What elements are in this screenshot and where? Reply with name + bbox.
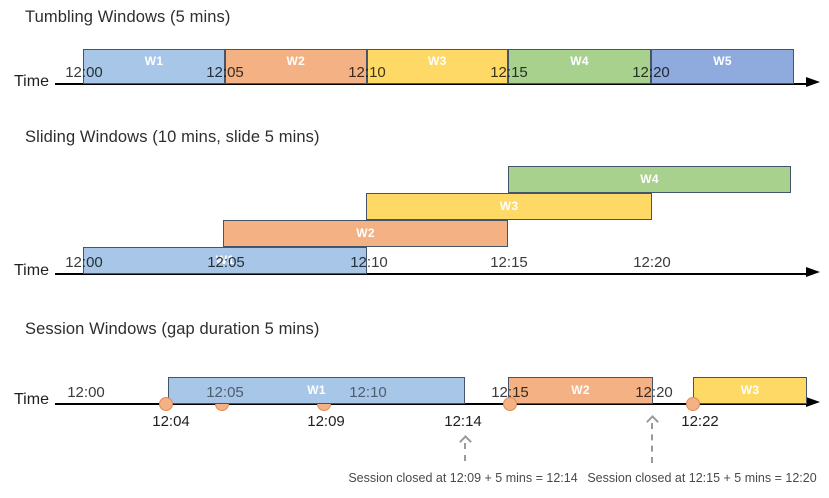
sliding-timeline-arrowhead-icon <box>806 267 820 277</box>
session-event-dot-1 <box>159 396 173 411</box>
tumbling-window-w1: W1 <box>83 49 225 84</box>
tumbling-tick-12-00: 12:00 <box>65 64 103 81</box>
session-event-dot-4 <box>503 396 517 411</box>
session-callout-dashed-line-2 <box>651 423 653 463</box>
sliding-window-label-w1: W1 <box>215 253 235 267</box>
session-callout-text-2: Session closed at 12:15 + 5 mins = 12:20 <box>587 471 817 485</box>
session-event-time-12-22: 12:22 <box>681 412 719 430</box>
section-title-sliding: Sliding Windows (10 mins, slide 5 mins) <box>25 128 320 146</box>
tumbling-tick-12-15: 12:15 <box>490 64 528 81</box>
session-tick-12-20: 12:20 <box>635 384 673 401</box>
session-event-time-12-04: 12:04 <box>152 412 190 430</box>
tumbling-window-label-w1: W1 <box>144 54 164 68</box>
session-callout-text-1: Session closed at 12:09 + 5 mins = 12:14 <box>348 471 578 485</box>
sliding-window-w1: W1 <box>83 246 367 274</box>
session-tick-12-00: 12:00 <box>67 384 105 401</box>
sliding-window-label-w2: W2 <box>356 226 375 240</box>
sliding-window-w3: W3 <box>366 192 652 220</box>
session-tick-12-10: 12:10 <box>349 384 387 401</box>
tumbling-window-label-w2: W2 <box>286 54 306 68</box>
tumbling-tick-12-10: 12:10 <box>348 64 386 81</box>
session-window-w1: W1 <box>168 376 465 404</box>
session-window-label-w2: W2 <box>571 383 590 397</box>
sliding-window-w2: W2 <box>223 219 508 247</box>
sliding-window-w4: W4 <box>508 165 791 193</box>
tumbling-tick-12-05: 12:05 <box>206 64 244 81</box>
tumbling-window-w2: W2 <box>225 49 367 84</box>
tumbling-window-w5: W5 <box>651 49 794 84</box>
tumbling-window-label-w3: W3 <box>427 54 447 68</box>
session-event-time-12-14: 12:14 <box>444 412 482 430</box>
sliding-timeline <box>55 272 806 275</box>
session-timeline <box>55 402 806 405</box>
session-event-dot-5 <box>686 396 700 411</box>
tumbling-tick-12-20: 12:20 <box>632 64 670 81</box>
tumbling-timeline <box>55 82 806 85</box>
session-tick-12-05: 12:05 <box>206 384 244 401</box>
sliding-tick-12-00: 12:00 <box>65 254 103 271</box>
session-timeline-arrowhead-icon <box>806 397 820 407</box>
sliding-window-label-w4: W4 <box>640 172 659 186</box>
session-tick-12-15: 12:15 <box>491 384 529 401</box>
session-callout-dashed-line-1 <box>464 443 466 461</box>
session-window-w2: W2 <box>508 376 653 404</box>
section-title-tumbling: Tumbling Windows (5 mins) <box>25 8 231 26</box>
section-title-session: Session Windows (gap duration 5 mins) <box>25 320 320 338</box>
tumbling-timeline-arrowhead-icon <box>806 77 820 87</box>
time-axis-label-session: Time <box>14 391 49 408</box>
tumbling-window-w4: W4 <box>508 49 651 84</box>
sliding-tick-12-10: 12:10 <box>350 254 388 271</box>
session-window-label-w3: W3 <box>740 383 760 397</box>
session-window-w3: W3 <box>693 376 807 404</box>
time-axis-label-sliding: Time <box>14 262 49 279</box>
sliding-window-label-w3: W3 <box>499 199 519 213</box>
time-axis-label-tumbling: Time <box>14 73 49 90</box>
tumbling-window-label-w4: W4 <box>570 54 589 68</box>
session-event-time-12-09: 12:09 <box>307 412 345 430</box>
sliding-tick-12-15: 12:15 <box>490 254 528 271</box>
tumbling-window-label-w5: W5 <box>713 54 732 68</box>
sliding-tick-12-05: 12:05 <box>207 254 245 271</box>
tumbling-window-w3: W3 <box>366 49 508 84</box>
sliding-tick-12-20: 12:20 <box>633 254 671 271</box>
session-window-label-w1: W1 <box>307 383 326 397</box>
